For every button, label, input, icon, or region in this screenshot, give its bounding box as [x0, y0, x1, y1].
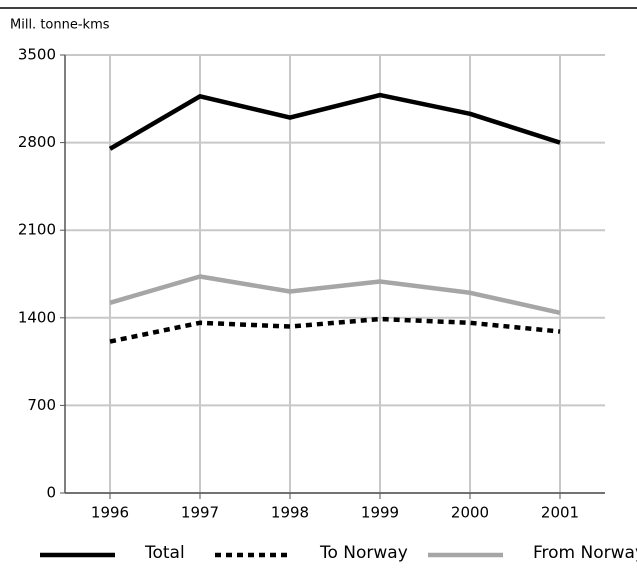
legend-label: From Norway: [533, 543, 637, 563]
x-tick-label: 1997: [181, 504, 219, 522]
x-tick-label: 1996: [91, 504, 129, 522]
x-tick-label: 2001: [541, 504, 579, 522]
x-tick-label: 2000: [451, 504, 489, 522]
series-line: [108, 92, 561, 151]
legend-label: To Norway: [319, 543, 408, 563]
series-line: [109, 316, 561, 344]
legend-label: Total: [144, 543, 185, 563]
y-tick-label: 1400: [18, 308, 56, 326]
x-tick-label: 1998: [271, 504, 309, 522]
y-tick-label: 0: [46, 484, 56, 502]
y-tick-label: 700: [27, 396, 56, 414]
x-tick-label: 1999: [361, 504, 399, 522]
series-line: [109, 274, 561, 315]
y-tick-label: 2800: [18, 133, 56, 151]
y-tick-label: 2100: [18, 221, 56, 239]
y-tick-label: 3500: [18, 46, 56, 64]
y-axis-label: Mill. tonne-kms: [10, 18, 110, 33]
